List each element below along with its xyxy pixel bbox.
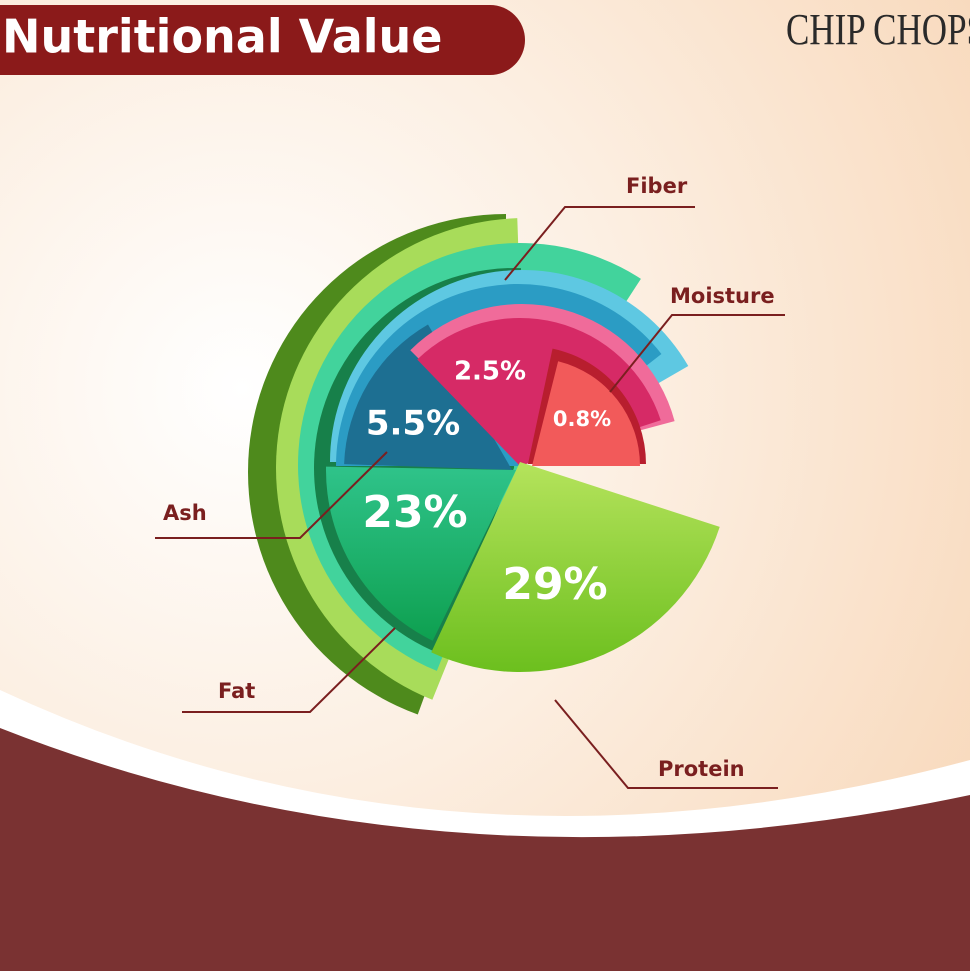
callout-label: Ash (163, 501, 207, 525)
callout-label: Protein (658, 757, 745, 781)
brand-logo: CHIP CHOPS (786, 5, 970, 54)
percentage: 23% (362, 487, 467, 538)
percentage: 2.5% (454, 357, 526, 387)
leader-line (155, 451, 388, 539)
leader-line (504, 206, 695, 281)
leader-line (554, 699, 778, 789)
pie-segment (325, 466, 516, 641)
footer-band (0, 728, 970, 971)
title-pill (0, 5, 525, 75)
title: Nutritional Value (2, 10, 442, 64)
percentage: 5.5% (366, 404, 460, 444)
pie-segment (344, 324, 512, 470)
callout-label: Fat (218, 679, 255, 703)
leader-line (182, 627, 396, 713)
pie-segment (532, 361, 640, 466)
pie-segment (431, 462, 720, 673)
callout-label: Fiber (626, 174, 688, 198)
pie-graphic (248, 214, 720, 715)
percentage: 29% (502, 559, 607, 610)
percentage: 0.8% (553, 407, 611, 431)
leader-line (609, 314, 785, 393)
callout-label: Moisture (670, 284, 775, 308)
